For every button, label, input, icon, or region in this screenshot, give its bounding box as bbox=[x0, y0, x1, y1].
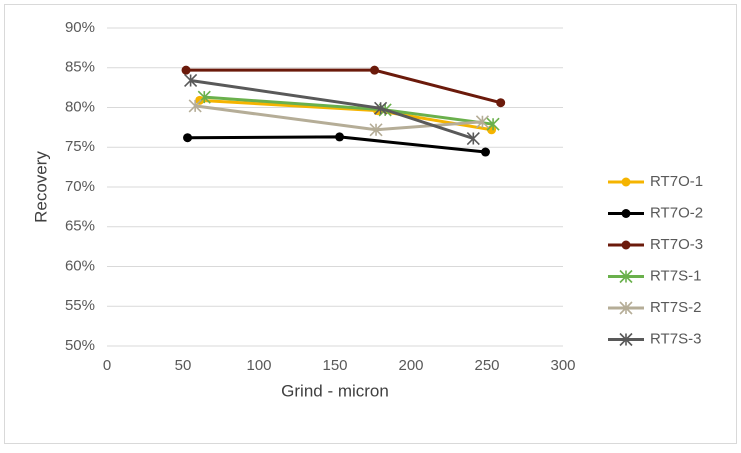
legend-label: RT7S-3 bbox=[650, 330, 701, 347]
marker bbox=[466, 131, 480, 146]
y-tick-label: 65% bbox=[65, 218, 95, 235]
x-tick-label: 0 bbox=[103, 357, 111, 374]
x-axis-title: Grind - micron bbox=[281, 381, 389, 400]
y-axis-title: Recovery bbox=[31, 151, 50, 223]
marker bbox=[181, 65, 191, 75]
marker bbox=[496, 98, 506, 108]
marker bbox=[184, 73, 198, 88]
legend-label: RT7S-2 bbox=[650, 299, 701, 316]
y-tick-label: 75% bbox=[65, 138, 95, 155]
x-tick-label: 250 bbox=[474, 357, 499, 374]
marker bbox=[619, 301, 633, 315]
chart-border bbox=[4, 4, 737, 444]
marker bbox=[621, 240, 631, 250]
x-tick-label: 200 bbox=[398, 357, 423, 374]
marker bbox=[619, 332, 633, 347]
marker bbox=[475, 115, 490, 129]
legend-label: RT7O-1 bbox=[650, 173, 703, 190]
marker bbox=[621, 177, 631, 187]
marker bbox=[335, 132, 345, 142]
marker bbox=[486, 117, 500, 131]
y-tick-label: 55% bbox=[65, 297, 95, 314]
marker bbox=[621, 209, 631, 218]
legend-label: RT7O-2 bbox=[650, 204, 703, 221]
marker bbox=[619, 269, 633, 284]
marker bbox=[188, 99, 202, 113]
marker bbox=[183, 133, 193, 143]
marker bbox=[370, 65, 380, 75]
y-tick-label: 50% bbox=[65, 337, 95, 354]
marker bbox=[374, 101, 388, 115]
y-tick-label: 80% bbox=[65, 98, 95, 115]
x-tick-label: 50 bbox=[175, 357, 192, 374]
legend-label: RT7O-3 bbox=[650, 236, 703, 253]
x-tick-label: 100 bbox=[246, 357, 271, 374]
marker bbox=[480, 147, 490, 157]
y-tick-label: 70% bbox=[65, 178, 95, 195]
x-tick-label: 300 bbox=[550, 357, 575, 374]
y-tick-label: 60% bbox=[65, 257, 95, 274]
y-tick-label: 90% bbox=[65, 19, 95, 36]
legend-label: RT7S-1 bbox=[650, 267, 701, 284]
y-tick-label: 85% bbox=[65, 59, 95, 76]
x-tick-label: 150 bbox=[322, 357, 347, 374]
marker bbox=[369, 123, 383, 137]
